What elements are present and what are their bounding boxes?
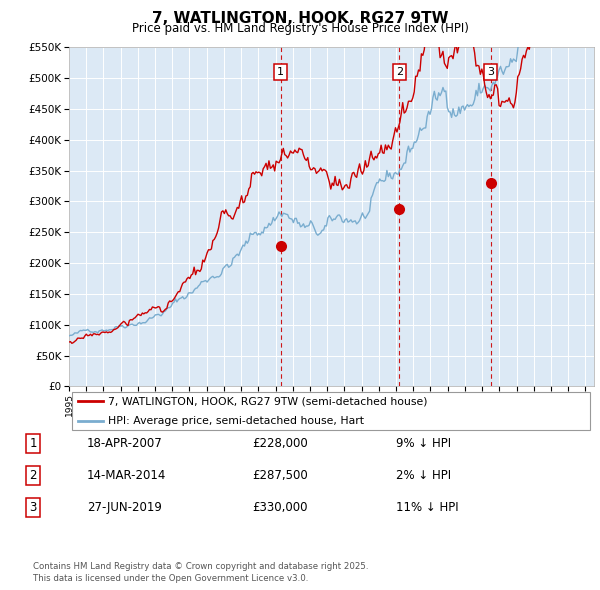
Text: 2: 2 (396, 67, 403, 77)
Text: 3: 3 (487, 67, 494, 77)
Text: £287,500: £287,500 (252, 469, 308, 482)
Text: £228,000: £228,000 (252, 437, 308, 450)
Text: 1: 1 (277, 67, 284, 77)
Text: 9% ↓ HPI: 9% ↓ HPI (396, 437, 451, 450)
FancyBboxPatch shape (71, 392, 590, 430)
Text: 1: 1 (29, 437, 37, 450)
Text: 7, WATLINGTON, HOOK, RG27 9TW: 7, WATLINGTON, HOOK, RG27 9TW (152, 11, 448, 25)
Text: 3: 3 (29, 501, 37, 514)
Text: 14-MAR-2014: 14-MAR-2014 (87, 469, 166, 482)
Text: 18-APR-2007: 18-APR-2007 (87, 437, 163, 450)
Text: Price paid vs. HM Land Registry's House Price Index (HPI): Price paid vs. HM Land Registry's House … (131, 22, 469, 35)
Text: 2: 2 (29, 469, 37, 482)
Text: 27-JUN-2019: 27-JUN-2019 (87, 501, 162, 514)
Text: HPI: Average price, semi-detached house, Hart: HPI: Average price, semi-detached house,… (109, 416, 364, 426)
Text: £330,000: £330,000 (252, 501, 308, 514)
Text: Contains HM Land Registry data © Crown copyright and database right 2025.
This d: Contains HM Land Registry data © Crown c… (33, 562, 368, 583)
Text: 2% ↓ HPI: 2% ↓ HPI (396, 469, 451, 482)
Text: 11% ↓ HPI: 11% ↓ HPI (396, 501, 458, 514)
Text: 7, WATLINGTON, HOOK, RG27 9TW (semi-detached house): 7, WATLINGTON, HOOK, RG27 9TW (semi-deta… (109, 396, 428, 407)
